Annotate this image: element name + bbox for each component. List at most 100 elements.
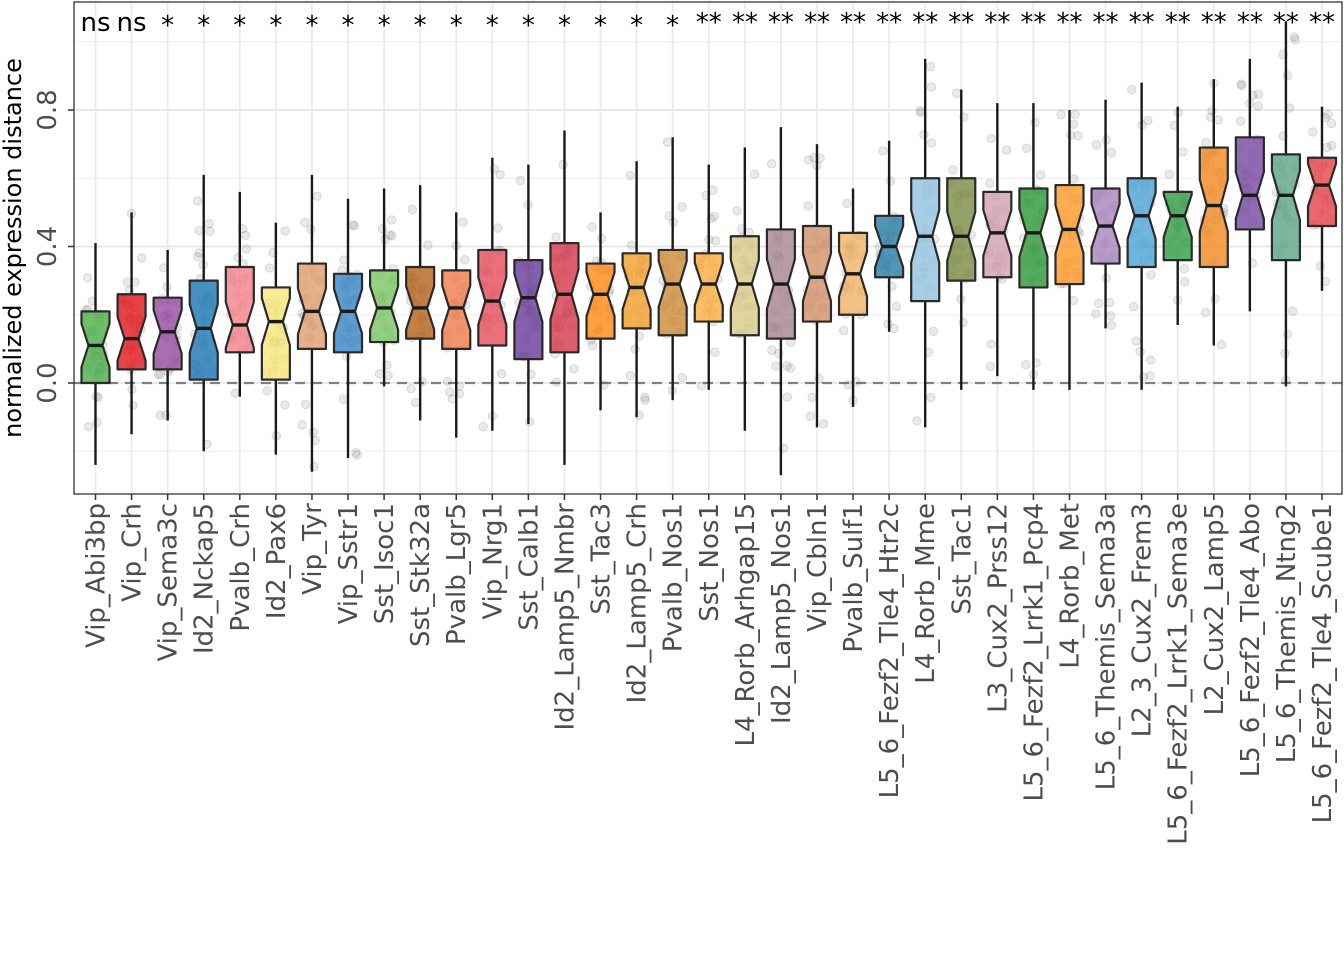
data-point: [1201, 137, 1211, 148]
data-point: [587, 222, 597, 232]
significance-label: *: [558, 11, 571, 41]
data-point: [587, 340, 598, 351]
box-Sst_Calb1: [513, 259, 544, 361]
x-tick-label: Vip_Crh: [118, 503, 148, 602]
box-L2_Cux2_Lamp5: [1198, 146, 1229, 269]
box-Id2_Pax6: [260, 286, 291, 381]
data-point: [495, 170, 505, 180]
data-point: [423, 240, 433, 250]
data-point: [264, 263, 275, 273]
x-tick-label: Sst_Nos1: [695, 503, 725, 622]
box-Sst_Tac1: [946, 177, 977, 282]
significance-label: *: [233, 11, 246, 41]
data-point: [280, 400, 290, 410]
significance-label: *: [161, 11, 174, 41]
box-L4_Rorb_Met: [1054, 183, 1085, 286]
data-point: [1021, 143, 1032, 154]
data-point: [241, 244, 252, 254]
data-point: [878, 146, 888, 156]
data-point: [782, 361, 792, 371]
data-point: [83, 272, 93, 283]
box-Sst_Nos1: [693, 252, 724, 323]
data-point: [842, 198, 852, 209]
data-point: [411, 397, 421, 408]
significance-label: **: [768, 8, 794, 38]
x-tick-label: Sst_Calb1: [514, 503, 544, 631]
data-point: [458, 217, 468, 227]
x-tick-label: L5_6_Themis_Ntng2: [1272, 503, 1302, 763]
data-point: [192, 196, 203, 206]
data-point: [708, 185, 718, 195]
data-point: [205, 226, 215, 236]
data-point: [83, 421, 94, 432]
data-point: [1287, 306, 1298, 316]
data-point: [1290, 35, 1301, 45]
data-point: [1178, 147, 1188, 157]
significance-label: *: [594, 11, 607, 41]
data-point: [1073, 130, 1083, 141]
data-point: [709, 211, 719, 222]
data-point: [696, 381, 707, 391]
data-point: [1021, 360, 1031, 370]
data-point: [1289, 32, 1299, 42]
data-point: [630, 344, 640, 354]
data-point: [915, 106, 926, 116]
data-point: [1282, 70, 1293, 81]
data-point: [710, 347, 720, 357]
data-point: [926, 138, 937, 148]
significance-label: *: [305, 11, 318, 41]
box-L5_6_Themis_Ntng2: [1270, 153, 1302, 262]
data-point: [312, 191, 322, 202]
data-point: [1235, 116, 1246, 126]
data-point: [1106, 310, 1116, 321]
data-point: [732, 205, 742, 216]
x-tick-label: L2_Cux2_Lamp5: [1200, 503, 1230, 715]
data-point: [711, 235, 721, 246]
significance-label: **: [948, 8, 974, 38]
box-Vip_Nrg1: [477, 248, 508, 347]
data-point: [1069, 174, 1079, 184]
data-point: [459, 254, 470, 265]
x-tick-label: Pvalb_Nos1: [659, 503, 689, 652]
data-point: [1216, 339, 1227, 350]
data-point: [192, 252, 203, 262]
data-point: [1282, 329, 1293, 340]
data-point: [262, 386, 272, 396]
x-tick-label: Id2_Lamp5_Crh: [623, 503, 653, 703]
data-point: [1091, 140, 1102, 150]
data-point: [985, 361, 996, 372]
data-point: [805, 411, 816, 421]
data-point: [640, 395, 650, 405]
data-point: [194, 248, 205, 258]
data-point: [515, 175, 526, 186]
data-point: [912, 416, 922, 426]
data-point: [1127, 84, 1137, 95]
data-point: [496, 369, 507, 379]
significance-label: **: [1237, 8, 1263, 38]
data-point: [771, 361, 781, 372]
data-point: [1213, 115, 1223, 125]
data-point: [280, 226, 290, 236]
significance-label: **: [1093, 8, 1119, 38]
box-Vip_Tyr: [296, 262, 328, 350]
data-point: [885, 176, 896, 186]
x-tick-label: Id2_Nckap5: [190, 503, 220, 654]
data-point: [122, 277, 132, 287]
data-point: [925, 62, 936, 72]
data-point: [308, 427, 319, 437]
data-point: [478, 421, 488, 432]
data-point: [986, 133, 996, 144]
data-point: [625, 170, 635, 181]
data-point: [1135, 346, 1145, 357]
x-tick-label: L4_Rorb_Mme: [911, 503, 941, 684]
data-point: [1145, 371, 1155, 381]
data-point: [1236, 79, 1246, 89]
y-axis-title: normalized expression distance: [0, 58, 27, 438]
x-tick-label: Id2_Lamp5_Nos1: [767, 503, 797, 724]
data-point: [161, 410, 171, 420]
data-point: [926, 392, 936, 403]
data-point: [230, 388, 240, 398]
box-L5_6_Fezf2_Tle4_Scube1: [1306, 156, 1338, 228]
significance-label: *: [342, 11, 355, 41]
